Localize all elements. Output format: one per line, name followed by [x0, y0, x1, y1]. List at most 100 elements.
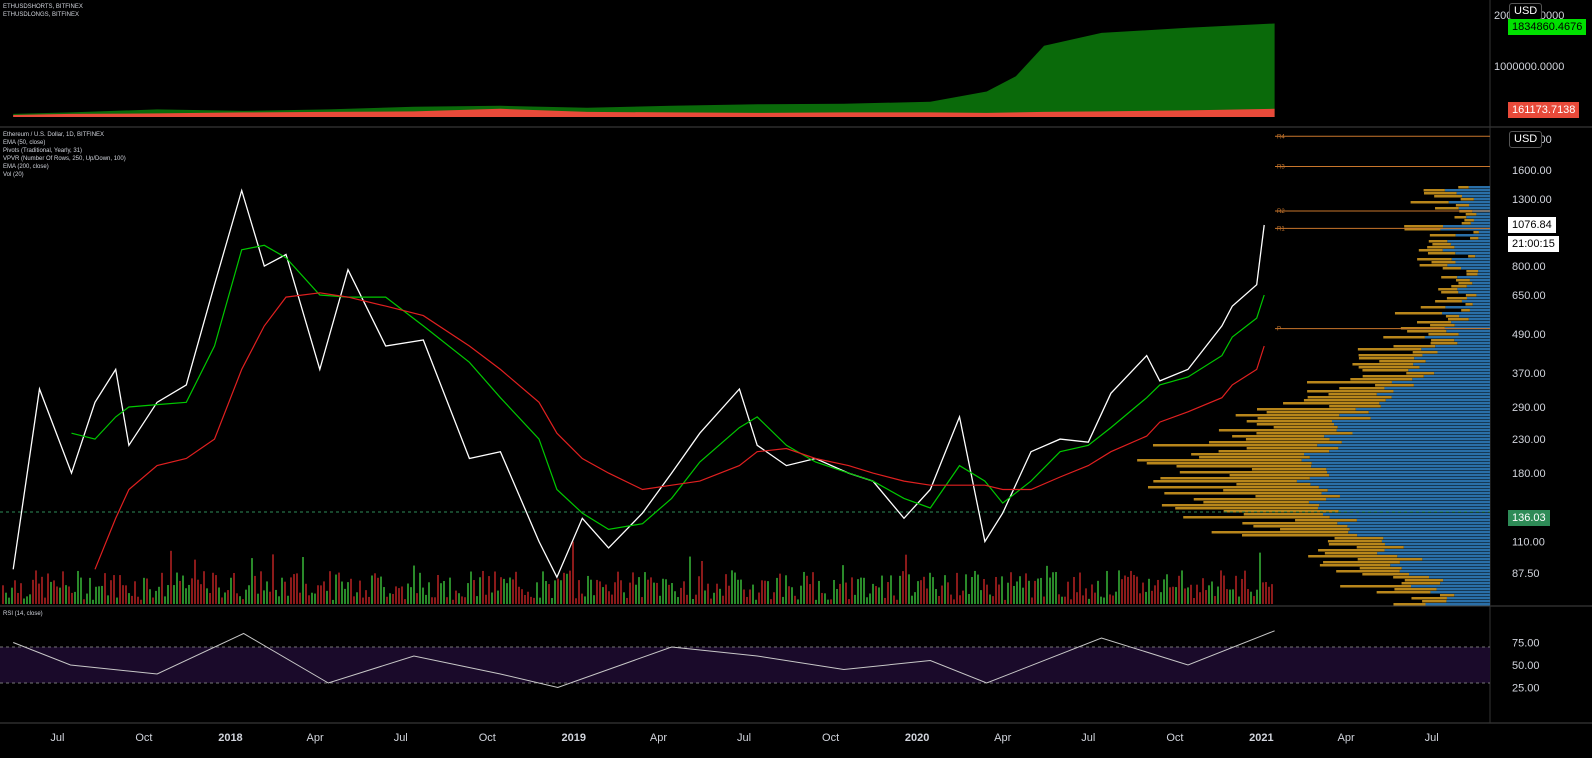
volume-bar — [1271, 584, 1273, 604]
volume-bar — [194, 559, 196, 604]
volume-bar — [620, 580, 622, 604]
volume-bar — [968, 593, 970, 604]
legend-ema50[interactable]: EMA (50, close) — [3, 140, 46, 146]
volume-bar — [209, 593, 211, 604]
vpvr-down-row — [1428, 240, 1448, 243]
volume-bar — [1205, 590, 1207, 604]
volume-bar — [1115, 591, 1117, 604]
legend-shorts[interactable]: ETHUSDSHORTS, BITFINEX — [3, 4, 83, 10]
vpvr-up-row — [1435, 345, 1490, 348]
vpvr-down-row — [1419, 264, 1448, 267]
volume-bar — [434, 597, 436, 604]
price-axis-label: 370.00 — [1512, 368, 1546, 380]
last-price-tag: 1076.84 — [1508, 217, 1556, 233]
volume-bar — [920, 580, 922, 604]
vpvr-up-row — [1324, 435, 1490, 438]
price-axis-label: 290.00 — [1512, 402, 1546, 414]
legend-pivots[interactable]: Pivots (Traditional, Yearly, 31) — [3, 148, 83, 154]
vpvr-up-row — [1397, 555, 1490, 558]
volume-bar — [584, 596, 586, 604]
main-currency-badge[interactable]: USD — [1509, 131, 1543, 148]
volume-bar — [992, 596, 994, 604]
volume-bar — [740, 579, 742, 604]
vpvr-down-row — [1218, 450, 1330, 453]
volume-bar — [1154, 585, 1156, 604]
volume-bar — [611, 594, 613, 604]
vpvr-up-row — [1401, 567, 1490, 570]
vpvr-down-row — [1358, 366, 1420, 369]
volume-bar — [293, 574, 295, 604]
vpvr-down-row — [1465, 294, 1477, 297]
volume-bar — [638, 577, 640, 604]
volume-bar — [158, 586, 160, 604]
vpvr-up-row — [1425, 603, 1490, 606]
volume-bar — [929, 572, 931, 604]
vpvr-up-row — [1329, 516, 1490, 519]
volume-bar — [1103, 597, 1105, 604]
vpvr-down-row — [1256, 423, 1335, 426]
volume-bar — [560, 580, 562, 604]
volume-bar — [707, 583, 709, 604]
volume-bar — [377, 577, 379, 604]
volume-bar — [623, 592, 625, 604]
volume-bar — [104, 573, 106, 604]
volume-bar — [1268, 586, 1270, 604]
vpvr-up-row — [1470, 222, 1490, 225]
vpvr-up-row — [1317, 507, 1490, 510]
volume-bar — [497, 590, 499, 604]
volume-bar — [1064, 596, 1066, 604]
legend-vpvr[interactable]: VPVR (Number Of Rows, 250, Up/Down, 100) — [3, 156, 126, 162]
vpvr-down-row — [1473, 231, 1479, 234]
vpvr-down-row — [1447, 318, 1469, 321]
volume-bar — [599, 581, 601, 604]
volume-bar — [467, 583, 469, 604]
time-axis-label: Apr — [994, 732, 1011, 744]
vpvr-down-row — [1328, 393, 1377, 396]
vpvr-down-row — [1280, 528, 1350, 531]
volume-bar — [1031, 597, 1033, 604]
volume-bar — [578, 580, 580, 604]
volume-bar — [587, 575, 589, 604]
volume-bar — [359, 580, 361, 604]
vpvr-up-row — [1440, 228, 1490, 231]
volume-bar — [1100, 596, 1102, 604]
volume-bar — [206, 588, 208, 604]
volume-bar — [1001, 576, 1003, 604]
volume-bar — [140, 599, 142, 604]
vpvr-up-row — [1440, 582, 1490, 585]
vpvr-down-row — [1153, 480, 1297, 483]
legend-symbol[interactable]: Ethereum / U.S. Dollar, 1D, BITFINEX — [3, 132, 105, 138]
volume-bar — [386, 596, 388, 604]
vpvr-up-row — [1457, 342, 1490, 345]
volume-bar — [860, 577, 862, 604]
legend-longs[interactable]: ETHUSDLONGS, BITFINEX — [3, 12, 80, 18]
legend-ema200[interactable]: EMA (200, close) — [3, 164, 49, 170]
volume-bar — [113, 575, 115, 604]
vpvr-up-row — [1357, 534, 1490, 537]
volume-bar — [1172, 586, 1174, 604]
vpvr-up-row — [1421, 348, 1490, 351]
volume-bar — [1091, 584, 1093, 604]
volume-bar — [794, 595, 796, 604]
volume-bar — [539, 597, 541, 604]
volume-bar — [338, 572, 340, 604]
vpvr-up-row — [1456, 192, 1490, 195]
volume-bar — [647, 579, 649, 604]
vpvr-up-row — [1379, 402, 1490, 405]
pivot-label-R4: R4 — [1277, 134, 1285, 140]
volume-bar — [413, 565, 415, 604]
volume-bar — [494, 571, 496, 604]
vpvr-down-row — [1359, 567, 1402, 570]
vpvr-up-row — [1332, 420, 1490, 423]
volume-bar — [1151, 590, 1153, 604]
vpvr-down-row — [1246, 420, 1333, 423]
vpvr-up-row — [1329, 474, 1490, 477]
vpvr-down-row — [1418, 249, 1443, 252]
vpvr-up-row — [1308, 501, 1490, 504]
top-currency-badge[interactable]: USD — [1509, 3, 1543, 20]
vpvr-down-row — [1352, 363, 1414, 366]
legend-volume[interactable]: Vol (20) — [3, 172, 24, 178]
volume-bar — [1244, 570, 1246, 604]
legend-rsi[interactable]: RSI (14, close) — [3, 611, 43, 617]
